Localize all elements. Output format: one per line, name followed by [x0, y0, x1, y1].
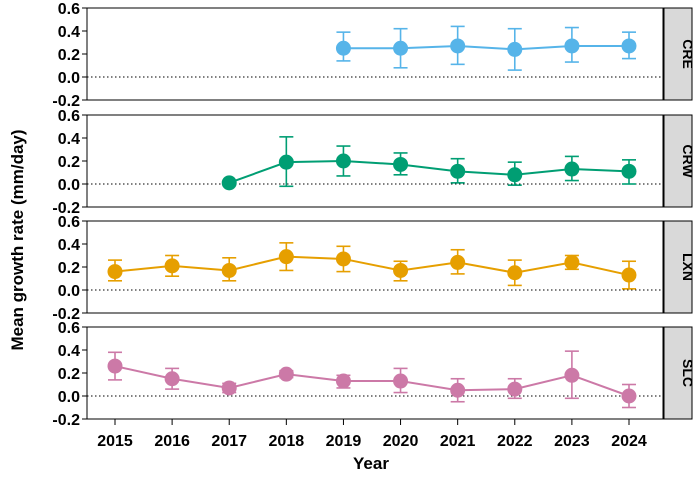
- panel-lxn: LXN -0.2 0.0 0.2 0.4 0.6: [52, 214, 696, 323]
- y-tick-label: 0.4: [58, 237, 80, 254]
- strip-background: [663, 7, 693, 101]
- y-tick-label: 0.6: [58, 108, 80, 125]
- panels-layer: CRE-0.20.00.20.40.6CRW-0.20.00.20.40.6LX…: [52, 1, 696, 429]
- y-tick-label: 0.6: [58, 214, 80, 231]
- x-tick-label: 2015: [97, 433, 133, 450]
- y-tick-label: -0.2: [52, 306, 80, 323]
- data-point: [507, 265, 523, 281]
- y-tick-label: -0.2: [52, 412, 80, 429]
- series-line-lxn: [114, 255, 630, 277]
- y-tick-label: 0.4: [58, 131, 80, 148]
- data-point: [507, 167, 523, 183]
- data-point: [221, 380, 237, 396]
- strip-background: [663, 326, 693, 420]
- strip-background: [663, 220, 693, 314]
- x-tick-label: 2016: [154, 433, 190, 450]
- panel-slc: SLC -0.2 0.0 0.2 0.4 0.6: [52, 320, 696, 429]
- data-point: [564, 161, 580, 177]
- y-tick-label: 0.2: [58, 260, 80, 277]
- data-point: [621, 388, 637, 404]
- data-point: [393, 40, 409, 56]
- series-line-slc: [114, 365, 630, 397]
- y-tick-label: -0.2: [52, 93, 80, 110]
- y-tick-label: 0.4: [58, 24, 80, 41]
- data-point: [278, 366, 294, 382]
- panel-frame: [86, 7, 664, 101]
- data-point: [621, 267, 637, 283]
- data-point: [278, 249, 294, 265]
- y-tick-label: 0.2: [58, 366, 80, 383]
- data-point: [335, 40, 351, 56]
- y-tick-label: 0.0: [58, 389, 80, 406]
- data-point: [164, 258, 180, 274]
- data-point: [564, 367, 580, 383]
- y-tick-label: 0.2: [58, 154, 80, 171]
- data-point: [621, 163, 637, 179]
- data-point: [393, 373, 409, 389]
- x-axis: 2015 2016 2017 2018 2019 2020 2021 2022 2023 2024: [97, 419, 647, 450]
- data-point: [393, 156, 409, 172]
- panel-cre: CRE -0.2 0.0 0.2 0.4 0.6: [52, 1, 696, 110]
- data-point: [335, 373, 351, 389]
- y-axis-title: Mean growth rate (mm/day): [8, 129, 27, 350]
- data-point: [335, 153, 351, 169]
- x-tick-label: 2021: [440, 433, 476, 450]
- strip-label: SLC: [680, 359, 696, 387]
- x-tick-label: 2017: [211, 433, 247, 450]
- strip-background: [663, 114, 693, 208]
- y-tick-label: 0.0: [58, 177, 80, 194]
- data-point: [278, 154, 294, 170]
- x-axis-title: Year: [353, 454, 389, 473]
- x-tick-label: 2024: [611, 433, 647, 450]
- y-tick-label: -0.2: [52, 200, 80, 217]
- data-point: [221, 175, 237, 191]
- data-point: [335, 251, 351, 267]
- data-point: [164, 371, 180, 387]
- data-point: [107, 358, 123, 374]
- data-point: [450, 163, 466, 179]
- x-tick-label: 2019: [326, 433, 362, 450]
- x-tick-label: 2022: [497, 433, 533, 450]
- data-point: [393, 262, 409, 278]
- data-point: [621, 38, 637, 54]
- y-tick-label: 0.6: [58, 1, 80, 18]
- panel-crw: CRW -0.2 0.0 0.2 0.4 0.6: [52, 108, 696, 217]
- y-tick-label: 0.6: [58, 320, 80, 337]
- data-point: [564, 254, 580, 270]
- strip-label: LXN: [680, 253, 696, 281]
- x-tick-label: 2018: [269, 433, 305, 450]
- data-point: [507, 41, 523, 57]
- data-point: [564, 38, 580, 54]
- y-tick-label: 0.4: [58, 343, 80, 360]
- y-tick-label: 0.0: [58, 70, 80, 87]
- y-tick-label: 0.2: [58, 47, 80, 64]
- data-point: [107, 264, 123, 280]
- data-point: [450, 38, 466, 54]
- strip-label: CRE: [680, 39, 696, 69]
- panel-frame: [86, 114, 664, 208]
- x-tick-label: 2020: [383, 433, 419, 450]
- y-tick-label: 0.0: [58, 283, 80, 300]
- series-line-crw: [228, 159, 630, 184]
- data-point: [221, 262, 237, 278]
- x-tick-label: 2023: [554, 433, 590, 450]
- data-point: [450, 382, 466, 398]
- data-point: [507, 381, 523, 397]
- series-line-cre: [343, 44, 629, 51]
- strip-label: CRW: [680, 144, 696, 178]
- data-point: [450, 254, 466, 270]
